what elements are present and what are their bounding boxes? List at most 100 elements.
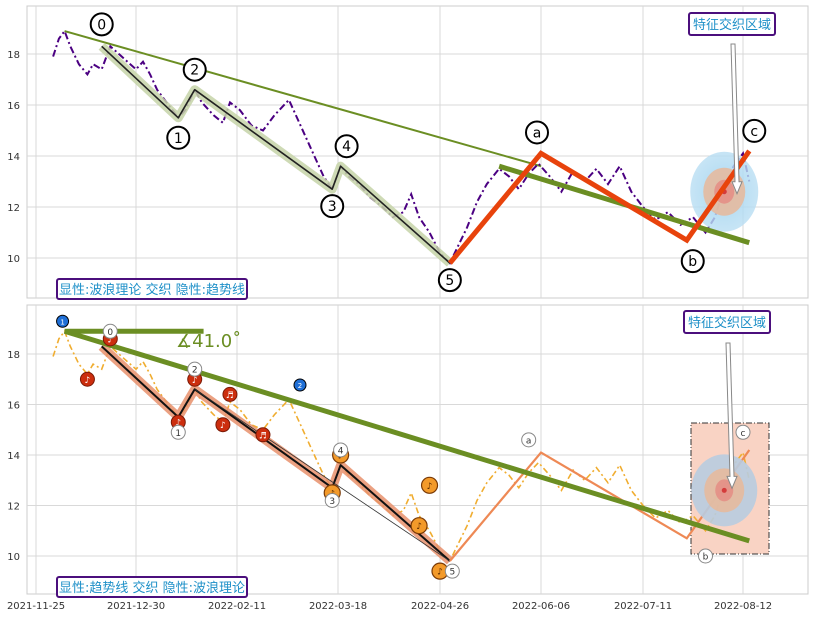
trend-touch-1 — [56, 314, 70, 328]
top-abc-path — [447, 149, 752, 265]
top-grid — [27, 6, 808, 298]
wave-label-5: 5 — [445, 273, 454, 289]
bottom-wave-labels: 0 1 2 3 4 5 a b c — [102, 323, 751, 579]
x-tick-label: 2021-12-30 — [107, 601, 165, 612]
wave-label-4: 4 — [342, 139, 351, 155]
x-tick-label: 2022-04-26 — [411, 601, 469, 612]
trend-touch-label: 1 — [60, 318, 64, 326]
wave-label-2-circle — [182, 57, 207, 82]
zone-center-dot — [721, 487, 727, 493]
wave-label-c-circle — [735, 424, 751, 440]
abc-line — [447, 149, 752, 265]
x-tick-label: 2022-07-11 — [614, 601, 672, 612]
wave-label-b: b — [688, 254, 697, 270]
wave-label-c: c — [750, 124, 758, 140]
wave-label-c-circle — [742, 118, 767, 143]
note-marker-glyph: ♬ — [259, 431, 267, 441]
top-price-line — [52, 29, 751, 265]
wave-label-1: 1 — [174, 131, 183, 147]
note-marker-glyph: ♪ — [416, 522, 422, 532]
y-tick-label: 10 — [7, 552, 20, 563]
price-series — [52, 29, 751, 265]
note-marker-red — [79, 371, 95, 387]
wave-label-3-circle — [324, 492, 340, 508]
bottom-legend-box: 显性:趋势线 交织 隐性:波浪理论 — [56, 576, 248, 598]
wave-label-4-circle — [334, 134, 359, 159]
x-tick-label: 2021-11-25 — [7, 601, 65, 612]
bottom-zone-glow — [691, 342, 758, 527]
note-marker-red — [215, 417, 231, 433]
wave-label-a-circle — [525, 120, 549, 145]
wave-label-1-circle — [166, 125, 191, 150]
wave-label-4-circle — [333, 442, 349, 458]
trend-touch-label: 2 — [298, 382, 302, 390]
wave-label-3: 3 — [329, 497, 335, 507]
note-marker-red — [222, 386, 238, 402]
y-tick-label: 18 — [7, 350, 20, 361]
top-y-tick-labels: 10 12 14 16 18 — [7, 50, 20, 265]
wave-label-2: 2 — [190, 63, 199, 79]
y-tick-label: 16 — [7, 401, 20, 412]
note-marker-glyph: ♪ — [85, 376, 91, 386]
thin-trend-line — [64, 30, 542, 168]
top-wave-labels: 0 1 2 3 4 5 a b c — [89, 12, 767, 293]
wave-label-0-circle — [89, 12, 114, 37]
wave-label-0: 0 — [107, 328, 113, 338]
x-tick-label: 2022-02-11 — [208, 601, 266, 612]
wave-label-a: a — [533, 125, 542, 141]
wave-label-2-circle — [187, 361, 203, 377]
wave-label-3-circle — [320, 194, 345, 219]
x-tick-label: 2022-08-12 — [714, 601, 772, 612]
note-marker-orange — [420, 476, 439, 494]
trend-touch-2 — [293, 378, 307, 392]
wave-label-c: c — [741, 429, 746, 439]
bottom-panel-frame — [26, 304, 809, 595]
wave-label-b: b — [703, 553, 709, 563]
top-legend-label: 显性:波浪理论 交织 隐性:趋势线 — [59, 282, 245, 298]
x-tick-label: 2022-03-18 — [309, 601, 367, 612]
top-thin-trend-line — [64, 30, 542, 168]
note-marker-glyph: ♬ — [226, 391, 234, 401]
wave-label-b-circle — [680, 249, 705, 274]
x-tick-labels: 2021-11-25 2021-12-30 2022-02-11 2022-03-18… — [7, 601, 772, 612]
top-zone-label-box: 特征交织区域 — [688, 12, 776, 36]
zone-arrow — [725, 342, 738, 490]
bottom-legend-label: 显性:趋势线 交织 隐性:波浪理论 — [59, 580, 245, 596]
bottom-zone-label-box: 特征交织区域 — [683, 310, 771, 334]
top-panel-frame — [26, 5, 809, 299]
wave-label-a-circle — [521, 432, 537, 448]
wave-label-b-circle — [698, 548, 713, 564]
wave-label-5-circle — [444, 563, 460, 579]
y-tick-label: 14 — [7, 451, 20, 462]
top-wave-path — [101, 45, 451, 264]
wave-label-a: a — [526, 436, 532, 446]
top-legend-box: 显性:波浪理论 交织 隐性:趋势线 — [56, 278, 248, 300]
trend-angle-label: ∡41.0˚ — [176, 331, 241, 352]
y-tick-label: 10 — [7, 254, 20, 265]
wave-label-0-circle — [102, 323, 118, 339]
wave-label-1-circle — [170, 424, 186, 440]
wave-label-0: 0 — [97, 17, 106, 33]
note-marker-glyph: ♪ — [427, 482, 433, 492]
y-tick-label: 12 — [7, 502, 20, 513]
wave-label-1: 1 — [175, 429, 181, 439]
bottom-trend-line — [63, 328, 750, 544]
bottom-y-tick-labels: 10 12 14 16 18 — [7, 350, 20, 563]
zone-arrow — [730, 43, 743, 195]
note-marker-glyph: ♪ — [220, 421, 226, 431]
y-tick-label: 14 — [7, 152, 20, 163]
note-marker-glyph: ♪ — [107, 335, 113, 345]
wave-label-4: 4 — [338, 446, 344, 456]
main-trend-line — [63, 328, 750, 544]
wave-label-5: 5 — [449, 568, 455, 578]
y-tick-label: 16 — [7, 101, 20, 112]
top-zone-arrow — [730, 43, 743, 195]
note-marker-glyph: ♪ — [437, 568, 443, 578]
wave-line — [101, 45, 451, 264]
y-tick-label: 18 — [7, 50, 20, 61]
note-marker-glyph: ♪ — [192, 376, 198, 386]
x-tick-label: 2022-06-06 — [512, 601, 570, 612]
